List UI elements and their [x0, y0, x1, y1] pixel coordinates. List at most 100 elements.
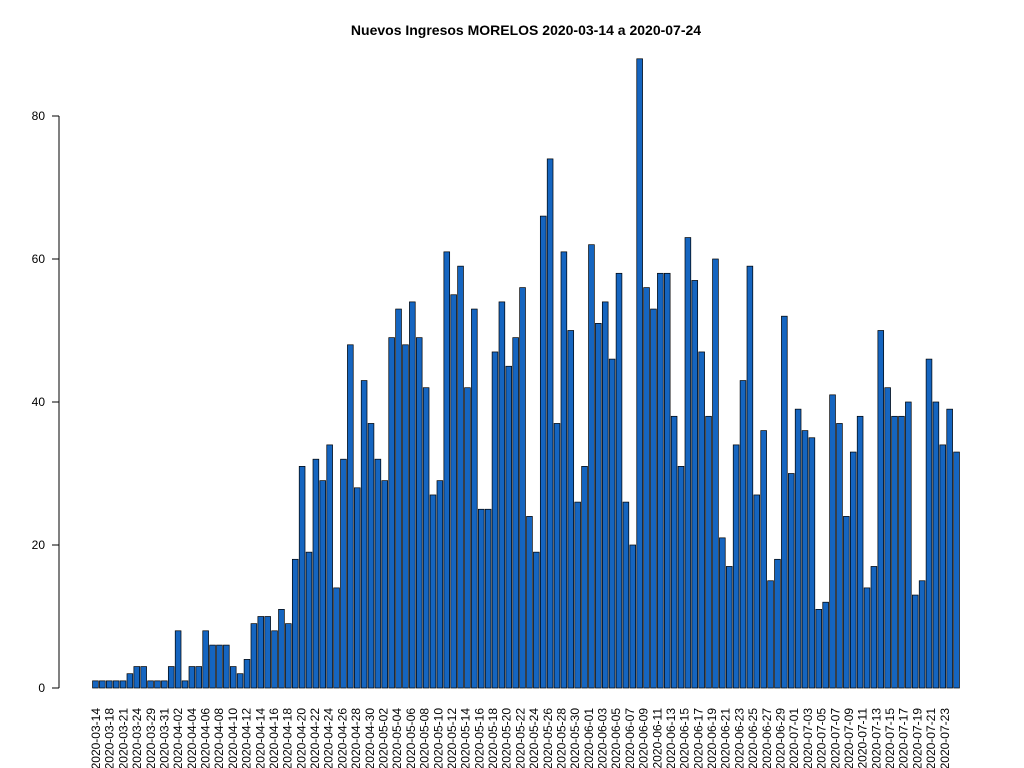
bar: [849, 451, 857, 689]
bar: [822, 601, 829, 689]
bar: [539, 215, 547, 689]
bar: [546, 158, 554, 689]
x-tick-label: 2020-04-26: [335, 708, 349, 768]
bar: [319, 480, 327, 689]
bar: [278, 608, 285, 689]
y-tick-label: 60: [32, 252, 46, 266]
bar: [760, 430, 767, 689]
bar: [567, 330, 575, 689]
x-tick-label: 2020-04-20: [294, 708, 308, 768]
x-tick-label: 2020-05-26: [541, 708, 555, 768]
bar: [450, 294, 457, 689]
x-tick-label: 2020-04-04: [185, 708, 199, 768]
bar: [753, 494, 761, 689]
bar: [340, 458, 347, 689]
bar: [429, 494, 437, 689]
x-tick-label: 2020-06-03: [596, 708, 610, 768]
x-tick-label: 2020-05-16: [472, 708, 486, 768]
bar: [264, 616, 271, 689]
bar: [498, 301, 506, 689]
bar: [533, 551, 540, 689]
bar: [484, 508, 492, 689]
x-tick-label: 2020-04-22: [308, 708, 322, 768]
bar: [794, 408, 802, 689]
x-tick-label: 2020-04-28: [349, 708, 363, 768]
bar: [229, 666, 237, 689]
x-tick-label: 2020-06-23: [732, 708, 746, 768]
x-tick-label: 2020-04-08: [212, 708, 226, 768]
bar: [326, 444, 333, 689]
bar: [953, 451, 960, 689]
bar: [939, 444, 947, 689]
bar: [815, 608, 823, 689]
bar: [99, 680, 106, 689]
x-tick-label: 2020-07-03: [801, 708, 815, 768]
bar: [574, 501, 581, 689]
x-tick-label: 2020-07-19: [910, 708, 924, 768]
bar: [787, 473, 795, 689]
bar: [195, 666, 203, 689]
bar: [457, 265, 464, 689]
bar: [911, 594, 919, 689]
x-tick-label: 2020-04-16: [267, 708, 281, 768]
x-tick-label: 2020-06-11: [650, 708, 664, 768]
x-tick-label: 2020-07-15: [883, 708, 897, 768]
x-tick-label: 2020-05-12: [445, 708, 459, 768]
bar: [223, 644, 230, 689]
x-tick-label: 2020-07-05: [815, 708, 829, 768]
bars-group: [92, 58, 960, 689]
bar: [898, 415, 905, 689]
bar: [119, 680, 127, 689]
x-tick-label: 2020-04-14: [253, 708, 267, 768]
bar: [367, 423, 375, 689]
bar: [243, 659, 251, 689]
bar: [388, 337, 395, 689]
bar: [691, 280, 699, 689]
bar: [126, 673, 134, 689]
bar: [843, 516, 850, 689]
x-tick-label: 2020-03-18: [103, 708, 117, 768]
x-tick-label: 2020-04-30: [363, 708, 377, 768]
x-tick-label: 2020-03-21: [116, 708, 130, 768]
x-tick-label: 2020-03-24: [130, 708, 144, 768]
x-tick-label: 2020-05-04: [390, 708, 404, 768]
bar: [353, 487, 361, 689]
bar: [905, 401, 912, 689]
x-tick-label: 2020-06-15: [678, 708, 692, 768]
bar: [147, 680, 154, 689]
bar: [560, 251, 568, 689]
bar: [519, 287, 526, 689]
bar: [643, 287, 650, 689]
bar: [863, 587, 871, 689]
x-tick-label: 2020-07-11: [856, 708, 870, 768]
bar: [491, 351, 499, 689]
x-tick-label: 2020-07-01: [787, 708, 801, 768]
bar: [154, 680, 161, 689]
bar: [347, 344, 354, 689]
x-tick-label: 2020-07-13: [869, 708, 883, 768]
y-tick-label: 80: [32, 109, 46, 123]
x-tick-label: 2020-06-09: [637, 708, 651, 768]
y-tick-label: 0: [38, 681, 45, 695]
bar: [595, 323, 602, 689]
bar: [202, 630, 209, 689]
bar: [133, 666, 141, 689]
bar: [285, 623, 292, 689]
bar: [464, 387, 471, 689]
x-tick-label: 2020-03-29: [144, 708, 158, 768]
x-tick-label: 2020-05-14: [459, 708, 473, 768]
bar: [781, 315, 788, 689]
bar: [298, 466, 306, 689]
bar: [381, 480, 389, 689]
x-tick-label: 2020-03-14: [89, 708, 103, 768]
bar: [312, 458, 320, 689]
chart-title: Nuevos Ingresos MORELOS 2020-03-14 a 202…: [351, 22, 701, 38]
bar: [415, 337, 423, 689]
bar: [670, 415, 678, 689]
y-tick-label: 20: [32, 538, 46, 552]
x-tick-label: 2020-06-07: [623, 708, 637, 768]
bar: [774, 558, 781, 689]
x-tick-label: 2020-07-07: [828, 708, 842, 768]
bar: [801, 430, 809, 689]
x-tick-label: 2020-06-29: [774, 708, 788, 768]
